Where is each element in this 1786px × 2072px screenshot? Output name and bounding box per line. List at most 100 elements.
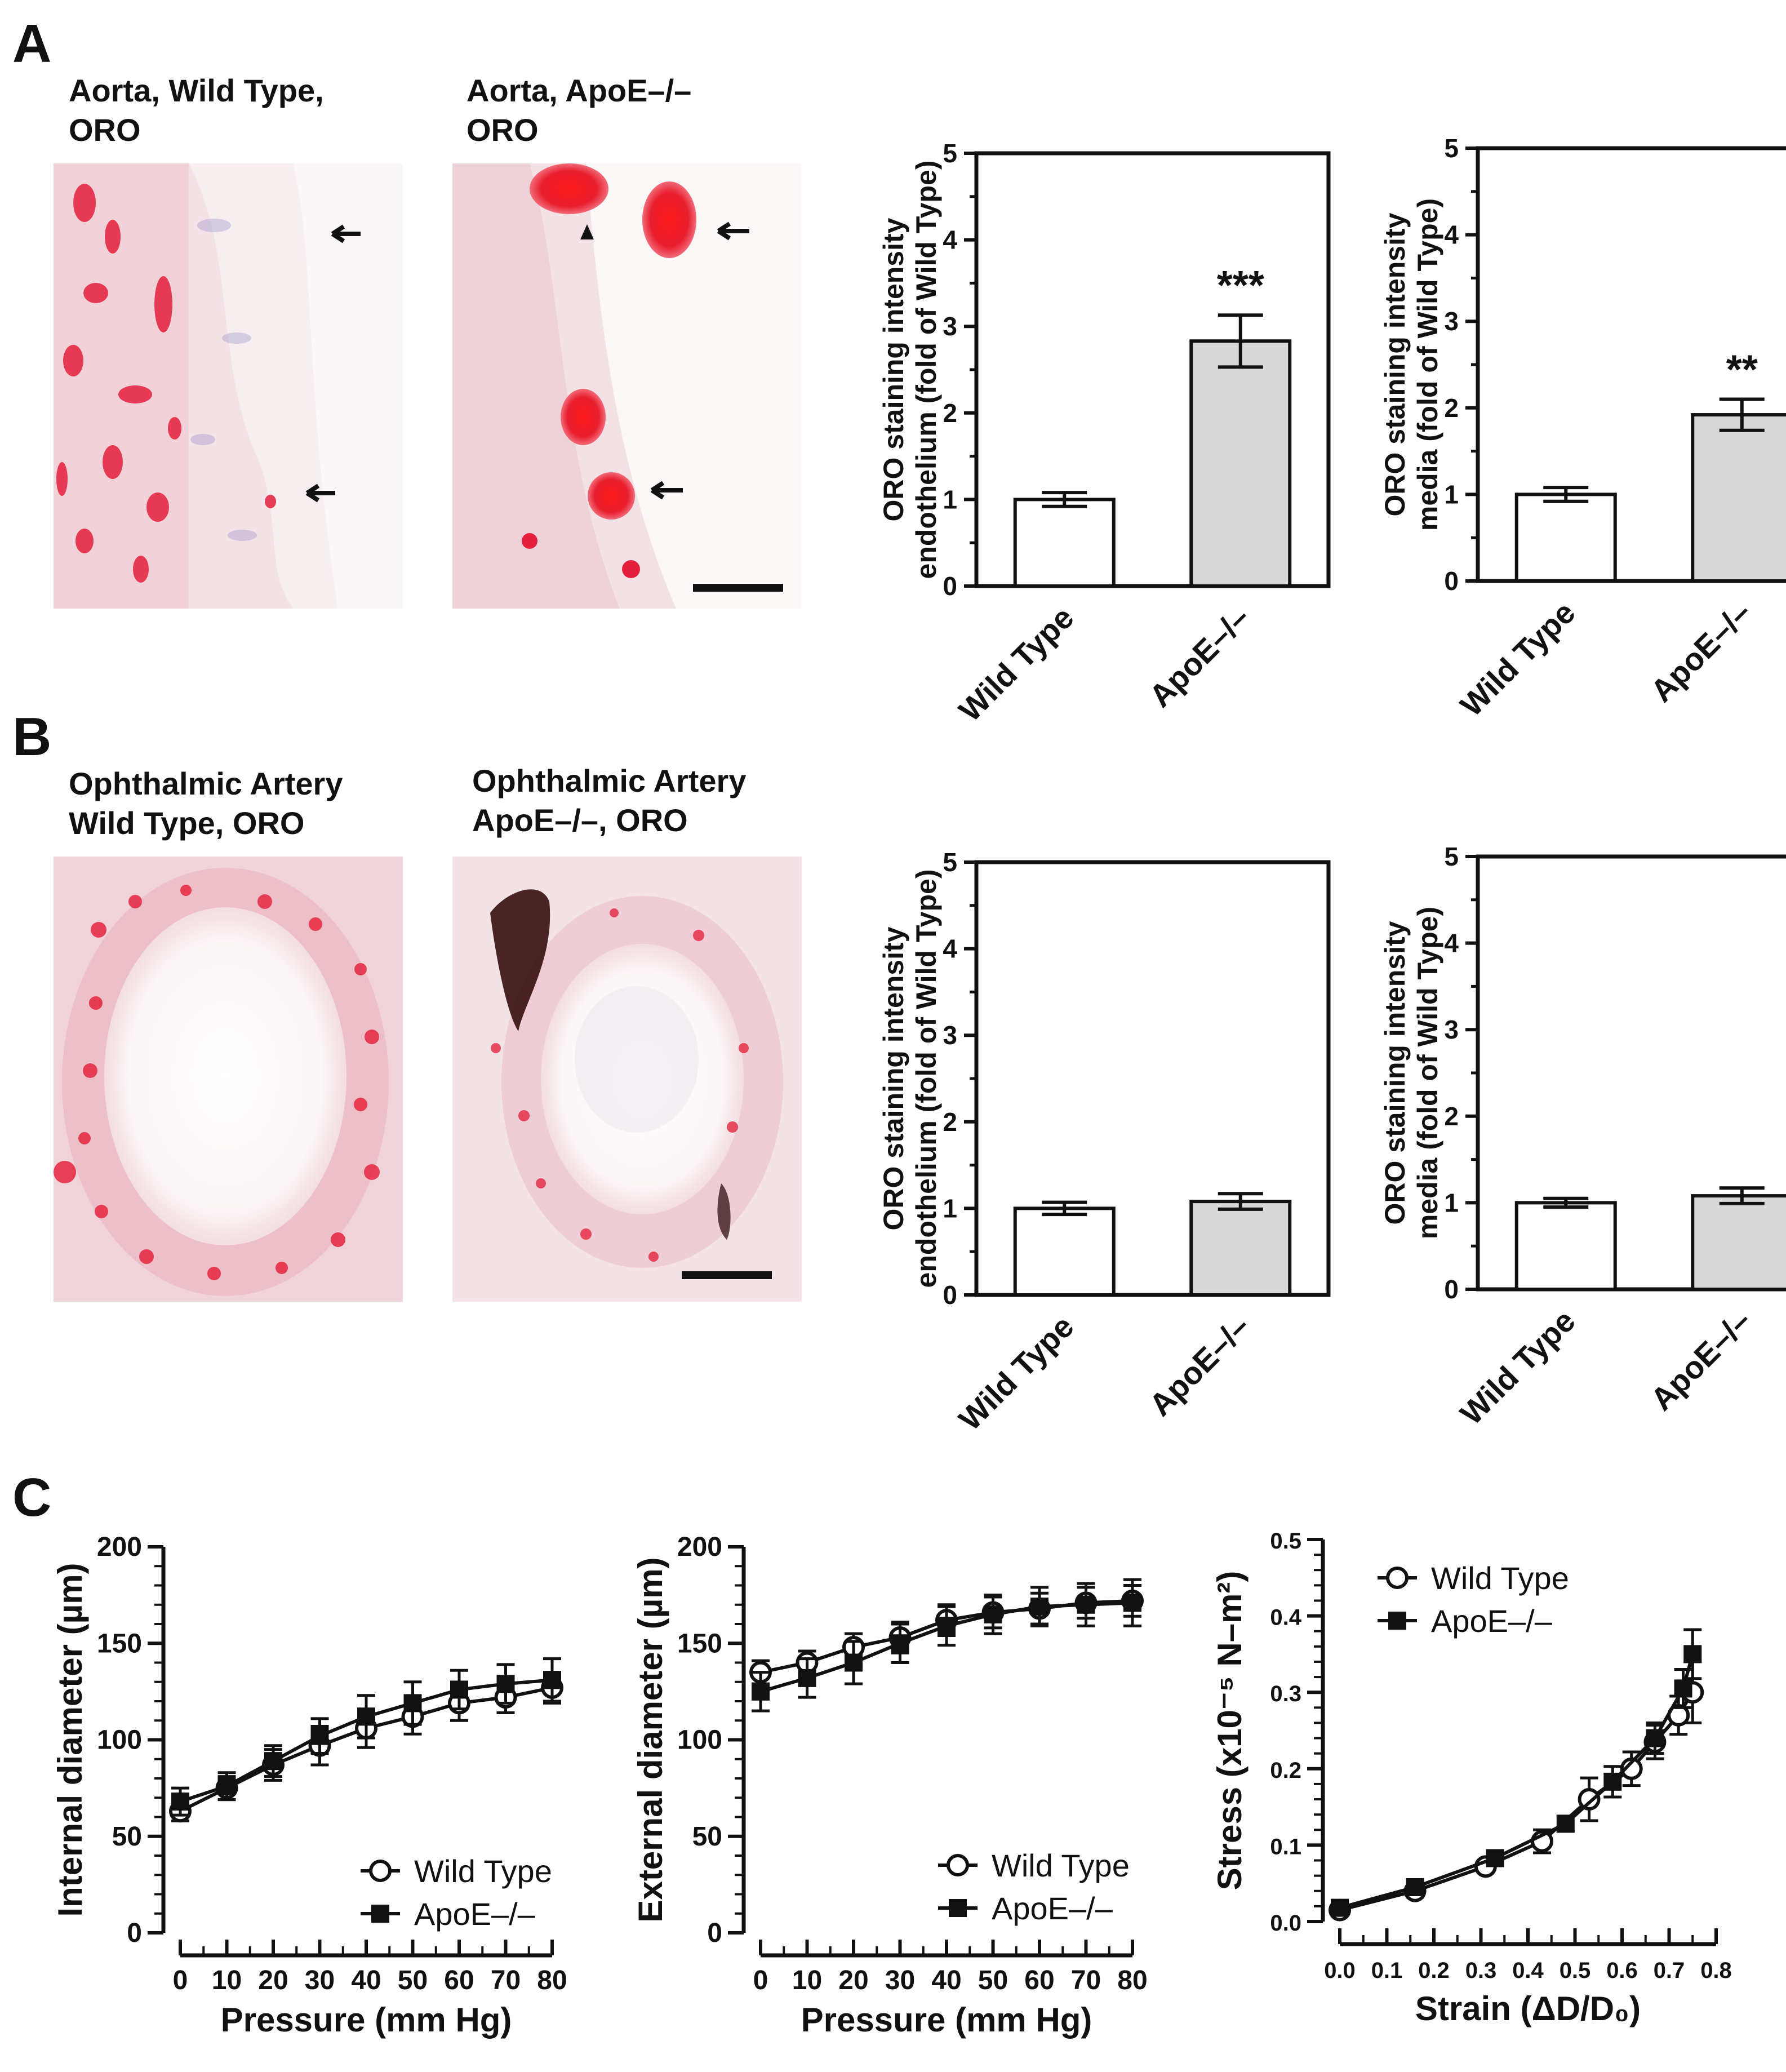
y-tick-label: 150	[97, 1629, 142, 1658]
legend-entry-apoe: ApoE–/–	[938, 1891, 1113, 1926]
bar-chart-A-media: 0 1 2 3 4 5 Wild Type ** ApoE–/– ORO staining int…	[1379, 134, 1786, 723]
y-axis-label: ORO staining intensity	[878, 218, 909, 521]
data-point	[1646, 1729, 1664, 1747]
y-tick-label: 0.0	[1270, 1911, 1301, 1936]
data-point	[752, 1682, 770, 1701]
legend-label: Wild Type	[1431, 1560, 1569, 1596]
data-point	[403, 1694, 422, 1712]
x-axis-label: Strain (ΔD/D₀)	[1415, 1990, 1641, 2027]
data-point	[984, 1605, 1002, 1623]
y-axis-label: endothelium (fold of Wild Type)	[910, 869, 942, 1288]
y-tick-label: 5	[943, 848, 957, 877]
y-tick-label: 5	[1444, 134, 1459, 163]
legend-label: ApoE–/–	[1431, 1603, 1553, 1639]
data-point	[891, 1634, 909, 1653]
bar-wild-type	[1013, 1206, 1116, 1297]
y-tick-label: 4	[1444, 220, 1459, 250]
y-tick-label: 0	[943, 571, 957, 601]
panel-label-a: A	[12, 14, 51, 74]
x-tick-label: 50	[978, 1965, 1008, 1995]
y-tick-label: 200	[677, 1532, 722, 1562]
category-label: Wild Type	[1453, 1303, 1581, 1431]
y-tick-label: 4	[1444, 929, 1459, 958]
category-label: ApoE–/–	[1142, 1308, 1256, 1423]
y-tick-label: 3	[1444, 1015, 1459, 1044]
significance-label: **	[1726, 347, 1758, 392]
legend-label: ApoE–/–	[992, 1891, 1113, 1926]
legend-label: Wild Type	[992, 1848, 1130, 1883]
y-tick-label: 3	[943, 1021, 957, 1050]
micrograph-ophthalmic-wild-type	[54, 857, 403, 1302]
y-tick-label: 0.5	[1270, 1529, 1301, 1554]
x-tick-label: 10	[792, 1965, 822, 1995]
data-point	[1620, 1757, 1643, 1780]
oa-wt-title-line1: Ophthalmic Artery	[69, 766, 343, 801]
data-point	[217, 1777, 236, 1795]
oa-wt-title-line2: Wild Type, ORO	[69, 805, 304, 841]
data-point	[450, 1680, 468, 1699]
x-tick-label: 20	[258, 1965, 288, 1995]
micrograph-aorta-wild-type	[54, 163, 403, 609]
data-point	[171, 1793, 189, 1811]
bar-apoe	[1189, 339, 1292, 588]
x-tick-label: 0.3	[1465, 1958, 1497, 1983]
y-tick-label: 0	[1444, 566, 1459, 596]
y-tick-label: 2	[943, 398, 957, 428]
legend-entry-wild-type: Wild Type	[361, 1853, 552, 1889]
y-tick-label: 1	[1444, 480, 1459, 509]
x-tick-label: 60	[444, 1965, 474, 1995]
y-tick-label: 3	[943, 312, 957, 341]
legend-marker	[947, 1854, 969, 1876]
y-axis-label: media (fold of Wild Type)	[1412, 198, 1443, 531]
x-tick-label: 0.1	[1371, 1958, 1403, 1983]
y-tick-label: 2	[1444, 393, 1459, 423]
x-tick-label: 30	[885, 1965, 915, 1995]
x-tick-label: 0.7	[1654, 1958, 1685, 1983]
bar-apoe	[1691, 413, 1786, 583]
y-axis-label: External diameter (µm)	[632, 1557, 669, 1922]
series-line	[1339, 1653, 1695, 1910]
x-tick-label: 0.4	[1512, 1958, 1544, 1983]
y-tick-label: 0	[707, 1918, 722, 1948]
bar-wild-type	[1013, 498, 1116, 588]
legend-label: ApoE–/–	[414, 1896, 536, 1932]
data-point	[543, 1671, 561, 1689]
legend-entry-apoe: ApoE–/–	[1378, 1603, 1553, 1639]
micrograph-aorta-apoe	[452, 163, 802, 609]
significance-label: ***	[1217, 263, 1264, 308]
legend-marker	[371, 1905, 389, 1923]
aorta-ko-title-line2: ORO	[467, 112, 539, 148]
x-tick-label: 20	[838, 1965, 868, 1995]
y-axis-label: Stress (x10⁻⁵ N–m²)	[1211, 1571, 1249, 1891]
aorta-ko-title-line1: Aorta, ApoE–/–	[467, 73, 691, 108]
bar-chart-B-endo: 0 1 2 3 4 5 Wild Type ApoE–/– ORO staining inten…	[878, 848, 1331, 1437]
data-point	[938, 1617, 956, 1635]
y-tick-label: 200	[97, 1532, 142, 1562]
line-chart-C-internal: 0 50 100 150 200 0 10 20 30 40 50 60 70 80 Pressure (m…	[51, 1532, 567, 2039]
y-tick-label: 100	[677, 1725, 722, 1755]
bar-chart-A-endo: 0 1 2 3 4 5 Wild Type *** ApoE–/– ORO staining in…	[878, 139, 1331, 728]
x-axis-label: Pressure (mm Hg)	[801, 2001, 1092, 2039]
x-tick-label: 50	[398, 1965, 428, 1995]
y-tick-label: 0	[127, 1918, 142, 1948]
aorta-wt-title-line1: Aorta, Wild Type,	[69, 73, 324, 108]
data-point	[798, 1669, 816, 1687]
x-tick-label: 40	[351, 1965, 381, 1995]
y-tick-label: 0.1	[1270, 1834, 1301, 1859]
y-tick-label: 0	[1444, 1275, 1459, 1304]
y-tick-label: 100	[97, 1725, 142, 1755]
data-point	[1077, 1595, 1095, 1614]
y-tick-label: 5	[943, 139, 957, 168]
x-tick-label: 60	[1024, 1965, 1054, 1995]
data-point	[845, 1653, 863, 1672]
data-point	[1578, 1788, 1601, 1811]
data-point	[264, 1752, 282, 1771]
data-point	[1556, 1814, 1575, 1833]
series-apoe	[171, 1657, 561, 1817]
x-tick-label: 30	[305, 1965, 335, 1995]
data-point	[1123, 1594, 1141, 1612]
panel-label-c: C	[12, 1467, 51, 1528]
aorta-wt-title-line2: ORO	[69, 112, 141, 148]
y-tick-label: 50	[112, 1822, 142, 1852]
